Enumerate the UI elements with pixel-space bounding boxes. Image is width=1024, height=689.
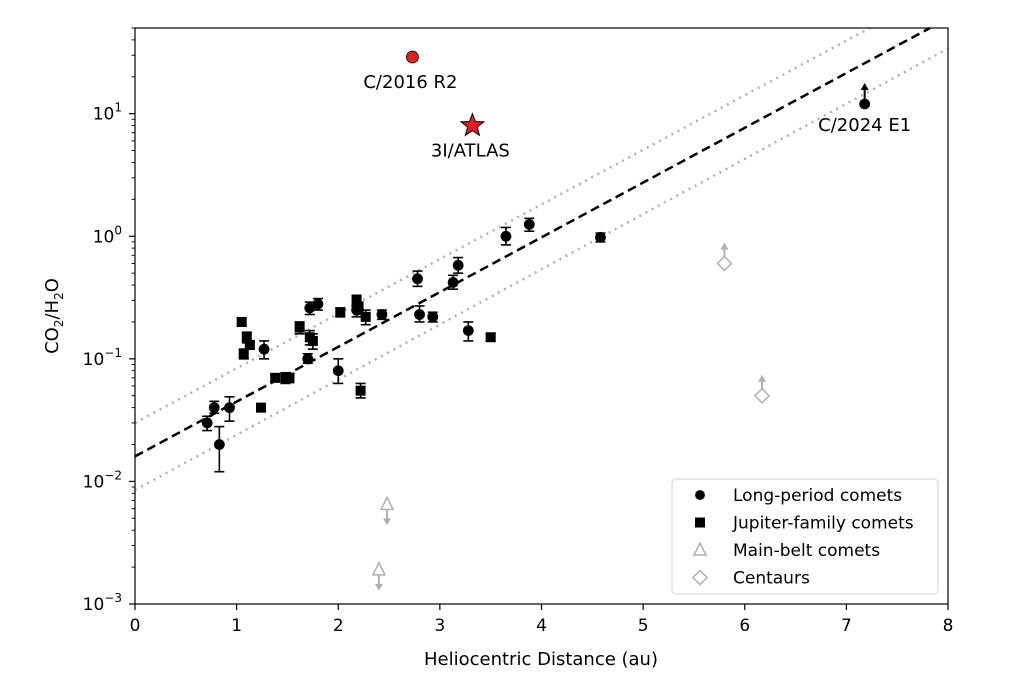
x-tick-label: 1 bbox=[231, 616, 242, 636]
centaurs-limit-arrowhead bbox=[758, 374, 767, 382]
jupiter-family-comets-point bbox=[485, 332, 496, 343]
long-period-comets-point bbox=[523, 218, 535, 230]
jupiter-family-comets-point bbox=[353, 302, 364, 313]
jupiter-family-comets-point bbox=[244, 339, 255, 350]
jupiter-family-comets-point bbox=[307, 335, 318, 346]
y-tick-label: 10−3 bbox=[83, 591, 122, 615]
long-period-comets-point bbox=[462, 325, 474, 336]
legend-label-centaurs: Centaurs bbox=[733, 569, 810, 589]
x-tick-label: 8 bbox=[943, 616, 954, 636]
main-belt-comets-limit-arrowhead bbox=[383, 518, 392, 526]
main-belt-comets-limit-arrowhead bbox=[374, 583, 383, 591]
legend-marker-jupiter-family-comets bbox=[695, 517, 705, 528]
centaurs-point bbox=[753, 387, 771, 404]
long-period-comets-point bbox=[213, 439, 225, 450]
long-period-comets-point bbox=[258, 343, 270, 355]
centaurs-point bbox=[716, 255, 733, 272]
legend: Long-period comets Jupiter-family comets M… bbox=[671, 478, 939, 595]
long-period-comets-point bbox=[201, 417, 213, 429]
x-tick-label: 4 bbox=[536, 616, 547, 636]
legend-frame bbox=[671, 478, 939, 595]
x-axis-label: Heliocentric Distance (au) bbox=[424, 649, 658, 670]
jupiter-family-comets-point bbox=[256, 402, 267, 413]
y-tick-label: 101 bbox=[93, 101, 122, 125]
main-belt-comets-point bbox=[379, 495, 395, 511]
c-2024-e1-label: C/2024 E1 bbox=[818, 115, 911, 136]
legend-marker-main-belt-comets bbox=[692, 541, 708, 556]
jupiter-family-comets-point bbox=[351, 295, 362, 306]
long-period-comets-point bbox=[376, 309, 388, 320]
main-belt-comets-point bbox=[371, 561, 387, 576]
long-period-comets-point bbox=[859, 98, 871, 110]
legend-label-jupiter-family-comets: Jupiter-family comets bbox=[732, 514, 914, 534]
x-tick-label: 5 bbox=[638, 616, 649, 636]
jupiter-family-comets-point bbox=[284, 372, 295, 383]
jupiter-family-comets-point bbox=[236, 316, 247, 327]
x-tick-label: 0 bbox=[130, 616, 141, 636]
jupiter-family-comets-point bbox=[360, 311, 371, 322]
long-period-comets-point bbox=[312, 298, 324, 310]
jupiter-family-comets-point bbox=[355, 385, 366, 396]
legend-marker-centaurs bbox=[691, 569, 709, 586]
jupiter-family-comets-point bbox=[238, 348, 249, 359]
fit-line bbox=[134, 26, 931, 458]
long-period-comets-point bbox=[452, 259, 464, 271]
long-period-comets-point bbox=[414, 309, 425, 320]
y-tick-label: 10−1 bbox=[83, 346, 122, 370]
x-tick-label: 6 bbox=[739, 616, 750, 636]
fit-bound-line-2 bbox=[134, 47, 949, 492]
long-period-comets-point bbox=[208, 402, 220, 414]
y-axis-label: CO2/H2O bbox=[42, 278, 66, 354]
y-tick-label: 100 bbox=[93, 223, 122, 247]
legend-label-main-belt-comets: Main-belt comets bbox=[733, 541, 880, 561]
centaurs-limit-arrowhead bbox=[720, 242, 729, 250]
x-tick-label: 3 bbox=[434, 616, 445, 636]
legend-label-long-period-comets: Long-period comets bbox=[733, 486, 902, 506]
jupiter-family-comets-point bbox=[335, 307, 346, 318]
c-2016-r2-label: C/2016 R2 bbox=[363, 72, 457, 93]
jupiter-family-comets-point bbox=[294, 322, 305, 333]
long-period-comets-point bbox=[595, 231, 606, 243]
3i-atlas-point bbox=[459, 112, 486, 137]
x-tick-label: 2 bbox=[333, 616, 344, 636]
legend-marker-long-period-comets bbox=[695, 490, 705, 500]
jupiter-family-comets-point bbox=[241, 332, 252, 343]
x-tick-label: 7 bbox=[841, 616, 852, 636]
long-period-comets-point bbox=[412, 273, 423, 285]
3i-atlas-label: 3I/ATLAS bbox=[431, 141, 510, 162]
long-period-comets-point bbox=[500, 230, 512, 242]
jupiter-family-comets-point bbox=[270, 372, 281, 383]
long-period-comets-point bbox=[302, 353, 314, 365]
long-period-comets-point bbox=[427, 311, 439, 323]
y-tick-label: 10−2 bbox=[83, 468, 122, 492]
long-period-comets-point bbox=[447, 277, 459, 288]
long-period-comets-point bbox=[224, 402, 235, 414]
long-period-comets-limit-arrowhead bbox=[860, 82, 869, 90]
long-period-comets-point bbox=[332, 365, 344, 377]
c-2016-r2-point bbox=[406, 50, 419, 64]
